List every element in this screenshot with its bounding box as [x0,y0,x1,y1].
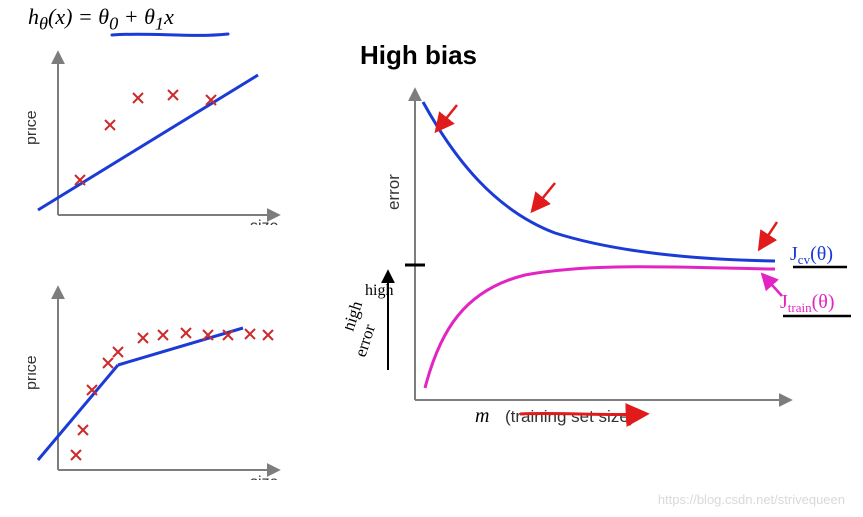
title-high-bias: High bias [360,40,477,71]
red-arrows [437,105,777,248]
m-label: m [475,405,489,427]
jtrain-curve [425,267,775,388]
jcv-curve [423,102,775,261]
red-x-arrow [520,413,645,414]
jcv-label: Jcv(θ) [790,243,833,267]
fit-line [38,75,258,210]
training-set-size-label: (training set size) [505,407,634,426]
high-error-label: high [365,282,393,299]
chart-bottom-left: price size [28,280,288,480]
formula: hθ(x) = θ0 + θ1x [28,4,174,34]
y-label: price [28,355,40,390]
x-label: size [250,218,279,225]
y-label: price [28,110,40,145]
jtrain-label: Jtrain(θ) [780,291,835,315]
formula-text: hθ(x) = θ0 + θ1x [28,4,174,29]
chart-top-left: price size [28,45,288,225]
x-label: size [250,474,279,480]
learning-curve-chart: Jcv(θ) Jtrain(θ) error m (training set s… [345,70,855,440]
data-points [75,90,216,185]
watermark: https://blog.csdn.net/strivequeen [658,492,845,507]
fit-line [38,328,243,460]
formula-underline [110,31,230,39]
y-label: error [384,174,403,210]
